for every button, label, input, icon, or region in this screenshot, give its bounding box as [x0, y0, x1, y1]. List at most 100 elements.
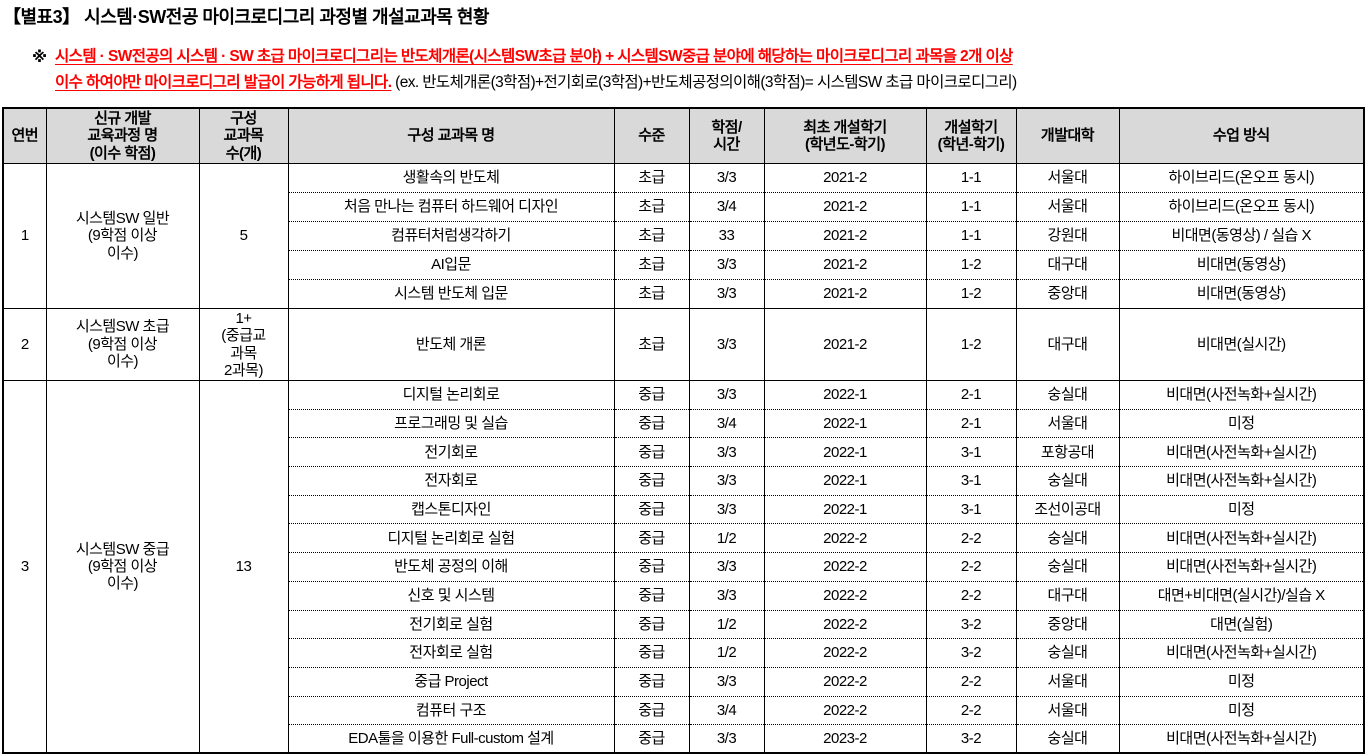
level-cell: 중급	[613, 724, 690, 754]
method-cell: 미정	[1118, 666, 1365, 697]
table-row: 컴퓨터 구조 중급 3/4 2022-2 2-2 서울대 미정	[3, 695, 1365, 725]
first-open-semester-cell: 2021-2	[763, 279, 927, 309]
university-cell: 숭실대	[1015, 552, 1120, 582]
first-open-semester-cell: 2022-1	[763, 380, 927, 410]
method-cell: 비대면(사전녹화+실시간)	[1118, 466, 1365, 496]
credit-hours-cell: 3/3	[688, 279, 765, 309]
level-cell: 중급	[613, 523, 690, 553]
open-semester-cell: 1-1	[925, 163, 1017, 193]
first-open-semester-cell: 2021-2	[763, 250, 927, 280]
course-count-cell: 5	[198, 163, 289, 309]
university-cell: 포항공대	[1015, 437, 1120, 467]
method-cell: 비대면(동영상)	[1118, 279, 1365, 309]
first-open-semester-cell: 2022-1	[763, 466, 927, 496]
university-cell: 대구대	[1015, 580, 1120, 610]
first-open-semester-cell: 2022-2	[763, 523, 927, 553]
level-cell: 중급	[613, 609, 690, 639]
table-row: 신호 및 시스템 중급 3/3 2022-2 2-2 대구대 대면+비대면(실시간)/실습 …	[3, 580, 1365, 610]
col-header-open-semester: 개설학기 (학년-학기)	[925, 107, 1017, 164]
credit-hours-cell: 3/3	[688, 163, 765, 193]
university-cell: 대구대	[1015, 250, 1120, 280]
table-row: 전기회로 중급 3/3 2022-1 3-1 포항공대 비대면(사전녹화+실시간)	[3, 437, 1365, 467]
credit-hours-cell: 3/3	[688, 724, 765, 754]
course-name-cell: 전기회로	[287, 437, 615, 467]
credit-hours-cell: 3/3	[688, 552, 765, 582]
method-cell: 하이브리드(온오프 동시)	[1118, 163, 1365, 193]
university-cell: 숭실대	[1015, 724, 1120, 754]
open-semester-cell: 2-2	[925, 580, 1017, 610]
level-cell: 중급	[613, 494, 690, 524]
course-name-cell: EDA툴을 이용한 Full-custom 설계	[287, 724, 615, 754]
course-name-cell: 시스템 반도체 입문	[287, 279, 615, 309]
course-name-cell: 반도체 공정의 이해	[287, 552, 615, 582]
table-row: 캡스톤디자인 중급 3/3 2022-1 3-1 조선이공대 미정	[3, 494, 1365, 524]
course-table: 연번 신규 개발 교육과정 명 (이수 학점) 구성 교과목 수(개) 구성 교…	[2, 107, 1365, 754]
first-open-semester-cell: 2021-2	[763, 192, 927, 222]
level-cell: 중급	[613, 437, 690, 467]
university-cell: 중앙대	[1015, 279, 1120, 309]
course-name-cell: 반도체 개론	[287, 308, 615, 381]
method-cell: 비대면(사전녹화+실시간)	[1118, 552, 1365, 582]
method-cell: 비대면(사전녹화+실시간)	[1118, 724, 1365, 754]
level-cell: 중급	[613, 695, 690, 725]
open-semester-cell: 2-2	[925, 523, 1017, 553]
note-line-2: 이수 하여야만 마이크로디그리 발급이 가능하게 됩니다. (ex. 반도체개론…	[55, 70, 1358, 96]
table-row: 2 시스템SW 초급 (9학점 이상 이수) 1+ (중급교 과목 2과목) 반도체 …	[2, 308, 1365, 381]
table-row: 프로그래밍 및 실습 중급 3/4 2022-1 2-1 서울대 미정	[3, 408, 1365, 438]
university-cell: 서울대	[1015, 163, 1120, 193]
method-cell: 미정	[1118, 408, 1365, 438]
row-no-cell: 2	[2, 308, 47, 381]
open-semester-cell: 3-2	[925, 724, 1017, 754]
first-open-semester-cell: 2022-1	[763, 494, 927, 524]
open-semester-cell: 3-2	[925, 638, 1017, 668]
program-name-cell: 시스템SW 초급 (9학점 이상 이수)	[45, 308, 200, 381]
level-cell: 중급	[613, 552, 690, 582]
level-cell: 초급	[613, 308, 690, 381]
credit-hours-cell: 3/3	[688, 666, 765, 697]
table-row: 전자회로 실험 중급 1/2 2022-2 3-2 숭실대 비대면(사전녹화+실시간)	[3, 638, 1365, 668]
university-cell: 서울대	[1015, 408, 1120, 438]
level-cell: 초급	[613, 163, 690, 193]
method-cell: 대면(실험)	[1118, 609, 1365, 639]
university-cell: 강원대	[1015, 221, 1120, 251]
first-open-semester-cell: 2022-2	[763, 552, 927, 582]
credit-hours-cell: 1/2	[688, 523, 765, 553]
open-semester-cell: 1-1	[925, 221, 1017, 251]
note-marker: ※	[32, 49, 47, 66]
course-name-cell: 신호 및 시스템	[287, 580, 615, 610]
level-cell: 중급	[613, 408, 690, 438]
table-row: 시스템 반도체 입문 초급 3/3 2021-2 1-2 중앙대 비대면(동영상)	[3, 279, 1365, 309]
course-name-cell: 전기회로 실험	[287, 609, 615, 639]
col-header-course-name: 구성 교과목 명	[287, 107, 615, 164]
first-open-semester-cell: 2022-2	[763, 638, 927, 668]
col-header-level: 수준	[613, 107, 690, 164]
table-row: AI입문 초급 3/3 2021-2 1-2 대구대 비대면(동영상)	[3, 250, 1365, 280]
level-cell: 중급	[613, 666, 690, 697]
table-row: 전기회로 실험 중급 1/2 2022-2 3-2 중앙대 대면(실험)	[3, 609, 1365, 639]
credit-hours-cell: 3/3	[688, 466, 765, 496]
col-header-course-count: 구성 교과목 수(개)	[198, 107, 289, 164]
first-open-semester-cell: 2022-2	[763, 695, 927, 725]
credit-hours-cell: 1/2	[688, 638, 765, 668]
method-cell: 미정	[1118, 695, 1365, 725]
level-cell: 중급	[613, 466, 690, 496]
first-open-semester-cell: 2022-2	[763, 609, 927, 639]
university-cell: 서울대	[1015, 695, 1120, 725]
method-cell: 하이브리드(온오프 동시)	[1118, 192, 1365, 222]
table-row: 디지털 논리회로 실험 중급 1/2 2022-2 2-2 숭실대 비대면(사전녹화+실시간…	[3, 523, 1365, 553]
col-header-method: 수업 방식	[1118, 107, 1365, 164]
method-cell: 비대면(실시간)	[1118, 308, 1365, 381]
note-body: 시스템 · SW전공의 시스템 · SW 초급 마이크로디그리는 반도체개론(시…	[55, 44, 1358, 96]
note-line2-red-text: 이수 하여야만 마이크로디그리 발급이 가능하게 됩니다.	[55, 74, 392, 92]
open-semester-cell: 2-1	[925, 380, 1017, 410]
open-semester-cell: 2-2	[925, 552, 1017, 582]
first-open-semester-cell: 2022-2	[763, 580, 927, 610]
note-line1-red-text: 시스템 · SW전공의 시스템 · SW 초급 마이크로디그리는 반도체개론(시…	[55, 48, 1013, 65]
table-row: 중급 Project 중급 3/3 2022-2 2-2 서울대 미정	[3, 666, 1365, 697]
first-open-semester-cell: 2022-1	[763, 408, 927, 438]
method-cell: 비대면(동영상)	[1118, 250, 1365, 280]
document-title: 【별표3】 시스템·SW전공 마이크로디그리 과정별 개설교과목 현황	[3, 7, 489, 27]
level-cell: 중급	[613, 580, 690, 610]
university-cell: 중앙대	[1015, 609, 1120, 639]
method-cell: 비대면(사전녹화+실시간)	[1118, 437, 1365, 467]
